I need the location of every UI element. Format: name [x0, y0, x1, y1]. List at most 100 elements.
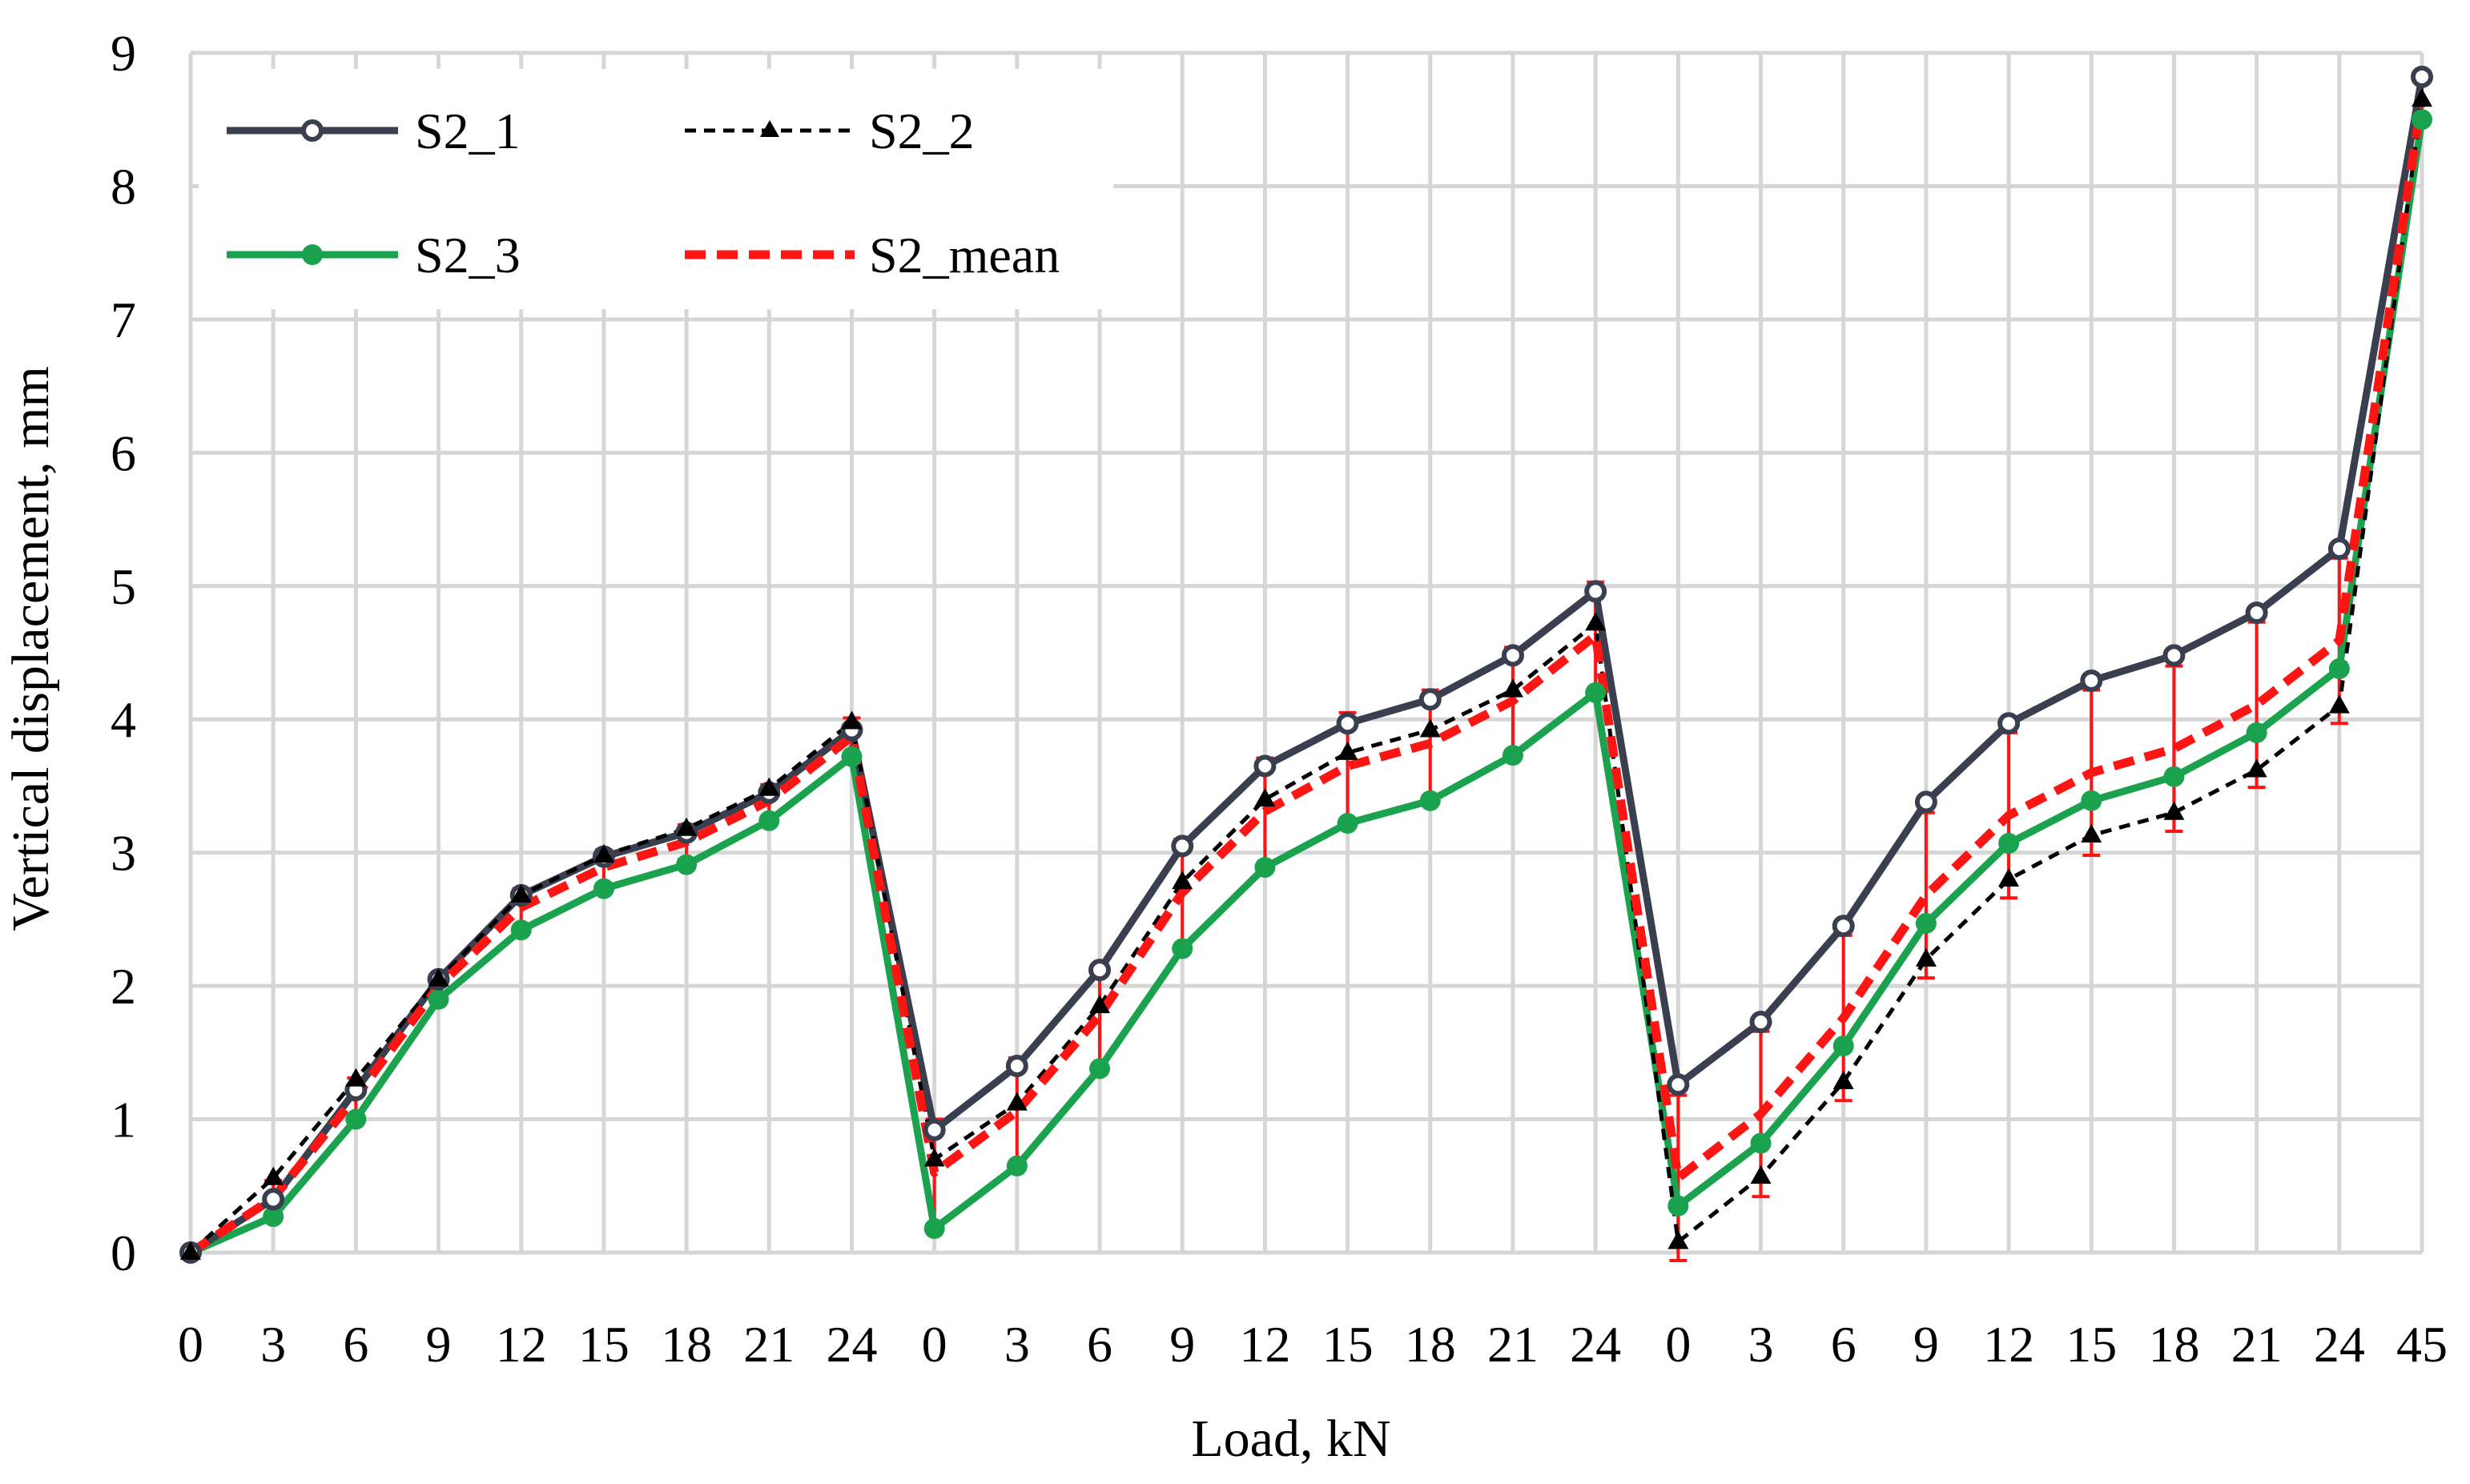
x-tick-label: 6 — [1831, 1316, 1857, 1373]
y-tick-label: 0 — [111, 1225, 136, 1281]
point-s2-1 — [1667, 1073, 1690, 1096]
point-s2-2 — [1750, 1165, 1772, 1184]
x-tick-label: 9 — [426, 1316, 452, 1373]
point-s2-3 — [1502, 745, 1523, 766]
point-s2-1 — [2080, 669, 2103, 692]
x-tick-label: 3 — [260, 1316, 286, 1373]
y-tick-labels: 0 1 2 3 4 5 6 7 8 9 — [111, 25, 136, 1281]
point-s2-3 — [1915, 912, 1937, 934]
y-axis-title: Vertical displacement, mm — [2, 366, 60, 931]
legend-item-s2-1: S2_1 — [227, 103, 521, 159]
point-s2-2 — [1089, 995, 1111, 1014]
legend-item-s2-mean: S2_mean — [685, 227, 1060, 284]
point-s2-3 — [1254, 856, 1276, 878]
point-s2-1 — [1584, 580, 1607, 603]
x-tick-label: 15 — [1322, 1316, 1374, 1373]
point-s2-1 — [262, 1188, 285, 1211]
x-tick-label: 21 — [2231, 1316, 2283, 1373]
y-tick-label: 5 — [111, 558, 136, 615]
x-axis-title: Load, kN — [1191, 1410, 1390, 1468]
series-line-s2-1 — [188, 76, 2426, 1256]
point-s2-1 — [923, 1118, 946, 1141]
series-line-s2-3 — [189, 119, 2426, 1257]
point-s2-3 — [841, 746, 863, 767]
x-tick-label: 45 — [2396, 1316, 2448, 1373]
point-s2-3 — [923, 1218, 945, 1240]
point-s2-3 — [2163, 766, 2185, 787]
point-s2-3 — [1006, 1155, 1028, 1176]
point-s2-2 — [1667, 1230, 1689, 1249]
point-s2-2 — [263, 1166, 284, 1185]
x-tick-label: 0 — [1665, 1316, 1691, 1373]
point-s2-1 — [2411, 65, 2433, 88]
point-s2-3 — [1089, 1058, 1111, 1080]
point-s2-1 — [2327, 537, 2351, 561]
point-s2-2 — [923, 1148, 945, 1167]
point-s2-2 — [2081, 824, 2102, 843]
x-tick-label: 15 — [578, 1316, 630, 1373]
x-tick-label: 9 — [1169, 1316, 1195, 1373]
x-tick-label: 18 — [661, 1316, 712, 1373]
point-s2-1 — [1832, 915, 1855, 938]
point-s2-3 — [2328, 658, 2350, 679]
x-tick-label: 12 — [1239, 1316, 1290, 1373]
x-tick-label: 18 — [1405, 1316, 1456, 1373]
point-s2-1 — [1088, 959, 1112, 982]
y-tick-label: 3 — [111, 825, 136, 882]
legend-label-s2-mean: S2_mean — [869, 227, 1060, 284]
point-s2-3 — [676, 854, 698, 875]
x-tick-label: 21 — [743, 1316, 795, 1373]
legend-marker-s2-1 — [301, 119, 324, 142]
x-tick-label: 3 — [1748, 1316, 1774, 1373]
point-s2-1 — [1171, 834, 1194, 858]
point-s2-3 — [1667, 1195, 1689, 1217]
point-s2-2 — [345, 1068, 367, 1087]
point-s2-1 — [1749, 1011, 1772, 1034]
legend-box — [199, 69, 1113, 309]
x-tick-label: 24 — [2314, 1316, 2365, 1373]
point-s2-2 — [758, 777, 780, 796]
point-s2-2 — [180, 1241, 201, 1260]
x-tick-label: 21 — [1487, 1316, 1539, 1373]
point-s2-2 — [1172, 871, 1193, 890]
point-s2-3 — [593, 878, 614, 899]
point-s2-3 — [1832, 1036, 1854, 1057]
point-s2-2 — [1006, 1092, 1028, 1111]
point-s2-1 — [1253, 754, 1277, 778]
y-tick-label: 8 — [111, 158, 136, 215]
point-s2-2 — [1585, 612, 1607, 631]
legend-label-s2-3: S2_3 — [415, 227, 521, 284]
point-s2-1 — [1997, 712, 2021, 735]
point-s2-1 — [2162, 644, 2186, 667]
legend-marker-s2-2 — [760, 120, 779, 137]
x-tick-label: 0 — [178, 1316, 203, 1373]
point-s2-3 — [2412, 109, 2432, 131]
point-s2-2 — [593, 843, 614, 863]
point-s2-2 — [1502, 678, 1523, 698]
point-s2-2 — [676, 817, 698, 836]
x-tick-label: 12 — [496, 1316, 547, 1373]
x-tick-label: 12 — [1983, 1316, 2034, 1373]
series-line-s2-2 — [189, 99, 2424, 1254]
y-tick-label: 9 — [111, 25, 136, 82]
y-tick-label: 6 — [111, 424, 136, 481]
series-markers — [179, 65, 2433, 1264]
point-s2-2 — [2328, 694, 2350, 714]
point-s2-3 — [2081, 790, 2102, 811]
point-s2-2 — [2412, 88, 2432, 107]
legend-marker-s2-3 — [302, 244, 323, 265]
point-s2-2 — [1832, 1070, 1854, 1089]
point-s2-2 — [1337, 741, 1358, 760]
point-s2-3 — [428, 988, 449, 1010]
point-s2-2 — [1998, 867, 2020, 887]
legend-item-s2-3: S2_3 — [227, 227, 521, 284]
x-tick-label: 6 — [1087, 1316, 1112, 1373]
point-s2-3 — [1172, 938, 1193, 959]
point-s2-2 — [510, 883, 532, 903]
point-s2-2 — [1254, 788, 1276, 807]
point-s2-2 — [2163, 801, 2185, 820]
legend-label-s2-2: S2_2 — [869, 103, 975, 159]
x-tick-label: 24 — [1570, 1316, 1621, 1373]
point-s2-1 — [1914, 790, 1937, 814]
